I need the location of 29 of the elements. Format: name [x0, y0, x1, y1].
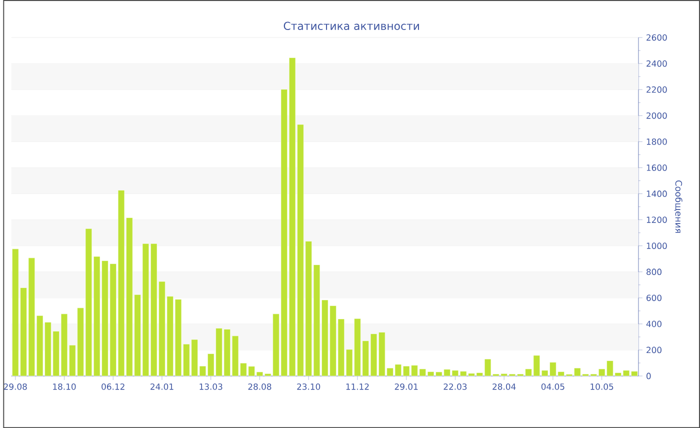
x-tick-label: 10.05 — [590, 383, 614, 390]
x-tick-label: 23.10 — [297, 383, 320, 390]
y-tick-label: 1200 — [646, 216, 667, 223]
y-tick-label: 0 — [646, 372, 651, 380]
y-tick-label: 800 — [646, 268, 662, 276]
x-tick-label: 11.12 — [346, 383, 369, 390]
y-tick-label: 200 — [646, 346, 662, 354]
y-tick-label: 2000 — [646, 112, 667, 119]
x-tick-label: 18.10 — [53, 383, 76, 390]
y-tick-label: 1400 — [646, 190, 667, 197]
chart-title: Статистика активности — [284, 22, 419, 30]
y-axis-title: Сообщения — [674, 180, 682, 233]
y-tick-label: 1000 — [646, 242, 667, 249]
y-tick-label: 2200 — [646, 86, 667, 93]
y-tick-label: 1800 — [646, 138, 667, 145]
x-tick-label: 29.01 — [394, 383, 418, 390]
y-tick-label: 1600 — [646, 164, 667, 171]
x-tick-label: 29.08 — [4, 383, 27, 390]
x-tick-label: 04.05 — [541, 383, 564, 390]
y-tick-label: 600 — [646, 294, 662, 302]
y-tick-label: 400 — [646, 320, 662, 328]
y-tick-label: 2600 — [646, 34, 667, 41]
x-tick-label: 28.08 — [248, 383, 272, 390]
x-tick-label: 24.01 — [150, 383, 174, 390]
x-tick-label: 06.12 — [102, 383, 124, 390]
y-tick-label: 2400 — [646, 60, 667, 67]
x-tick-label: 28.04 — [492, 383, 516, 390]
x-tick-label: 22.03 — [444, 383, 467, 390]
x-tick-label: 13.03 — [200, 383, 222, 390]
